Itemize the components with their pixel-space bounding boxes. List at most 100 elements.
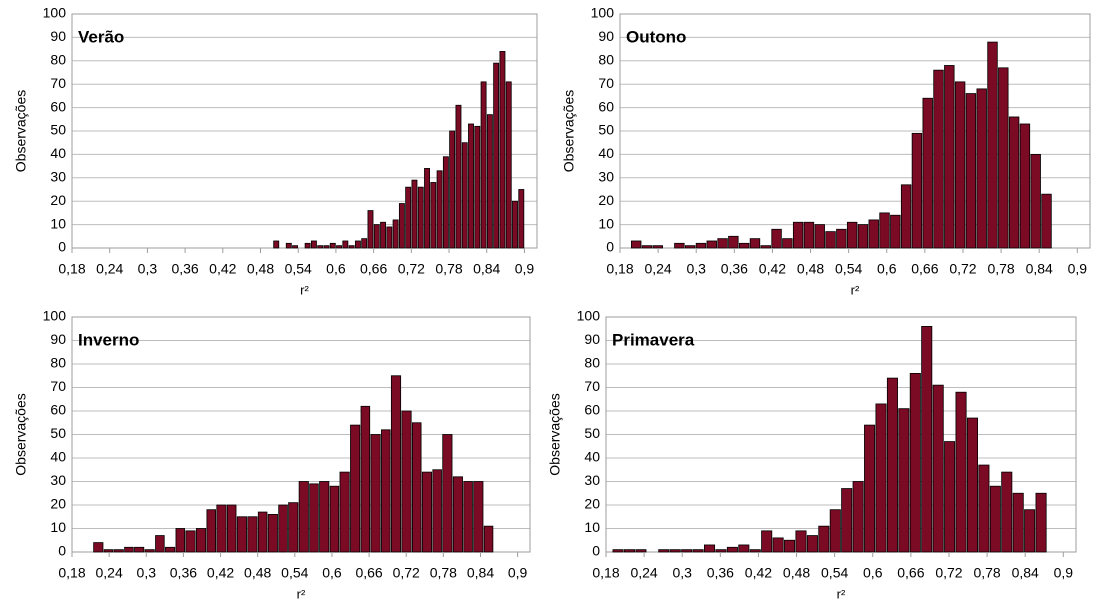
bar (1008, 116, 1020, 249)
x-tick-label: 0,54 (821, 565, 848, 581)
bar (911, 132, 923, 249)
y-tick-label: 100 (43, 5, 67, 21)
x-tick-label: 0,66 (911, 261, 938, 277)
bar (474, 125, 481, 249)
bar (717, 238, 728, 249)
bar (715, 549, 727, 553)
x-tick-label: 0,78 (973, 565, 1000, 581)
bar (336, 245, 343, 249)
bar (612, 549, 624, 553)
bar (772, 537, 784, 553)
bar (987, 41, 998, 249)
bar (310, 240, 317, 249)
x-tick-label: 0,3 (672, 565, 692, 581)
x-axis-label: r² (297, 586, 306, 601)
x-tick-label: 0,78 (430, 565, 457, 581)
bar (226, 504, 237, 553)
x-tick-label: 0,48 (783, 565, 810, 581)
x-tick-label: 0,18 (592, 565, 619, 581)
bar (1001, 471, 1013, 553)
chart-title: Inverno (78, 330, 139, 349)
bar (461, 142, 468, 249)
bar (989, 485, 1001, 553)
y-tick-label: 0 (58, 543, 66, 559)
y-tick-label: 70 (584, 378, 600, 394)
bar (417, 186, 424, 249)
bar (483, 525, 494, 553)
bar (236, 516, 247, 553)
y-tick-label: 20 (50, 496, 66, 512)
x-tick-label: 0,72 (398, 261, 425, 277)
bar (493, 62, 500, 249)
bar (257, 511, 268, 553)
bar (370, 434, 381, 553)
bar (398, 203, 405, 249)
bar (380, 221, 386, 249)
bar (273, 240, 280, 249)
chart-title: Primavera (612, 330, 695, 349)
y-tick-label: 30 (50, 169, 66, 185)
bar (932, 384, 944, 553)
bar (134, 546, 145, 553)
x-tick-label: 0,42 (207, 565, 234, 581)
bar (285, 242, 292, 249)
x-tick-label: 0,36 (707, 565, 734, 581)
bar (411, 422, 422, 553)
bar (898, 408, 910, 553)
bar (247, 516, 258, 553)
x-tick-label: 0,9 (515, 261, 535, 277)
y-axis-label: Observações (547, 393, 563, 475)
y-tick-label: 50 (598, 122, 614, 138)
x-tick-label: 0,48 (247, 261, 274, 277)
y-tick-label: 60 (50, 98, 66, 114)
bar (206, 509, 217, 553)
x-tick-label: 0,42 (209, 261, 236, 277)
bar (473, 481, 484, 553)
bar (155, 535, 165, 553)
y-tick-label: 100 (43, 308, 67, 324)
bar (738, 544, 750, 553)
y-tick-label: 100 (591, 5, 615, 21)
bar (944, 65, 955, 249)
bar (933, 69, 944, 249)
bar (955, 391, 967, 553)
x-tick-label: 0,3 (138, 261, 158, 277)
bar (966, 417, 978, 553)
y-tick-label: 40 (584, 449, 600, 465)
bar (681, 549, 693, 553)
y-tick-label: 80 (50, 355, 66, 371)
bar (684, 245, 696, 249)
x-tick-label: 0,42 (759, 261, 786, 277)
y-tick-label: 0 (592, 543, 600, 559)
x-tick-label: 0,84 (1012, 565, 1039, 581)
bar (339, 471, 350, 553)
bar (1030, 153, 1041, 249)
bar (879, 212, 890, 249)
x-tick-label: 0,6 (326, 261, 346, 277)
y-axis-label: Observações (13, 90, 29, 172)
bar (782, 238, 793, 249)
bar (480, 81, 487, 249)
bar (401, 410, 412, 553)
bar (499, 51, 506, 249)
bar (829, 509, 841, 553)
bar (486, 114, 493, 249)
bar (113, 549, 124, 553)
bar (841, 488, 853, 553)
x-tick-label: 0,36 (721, 261, 748, 277)
bar (421, 471, 433, 553)
x-tick-label: 0,9 (508, 565, 528, 581)
bar (424, 168, 430, 249)
bar (411, 179, 418, 249)
bar (944, 441, 956, 553)
y-tick-label: 10 (50, 215, 66, 231)
bar (922, 97, 933, 249)
bar (728, 235, 739, 249)
bar (1024, 509, 1036, 553)
bar (658, 549, 670, 553)
x-tick-label: 0,72 (935, 565, 962, 581)
y-tick-label: 60 (584, 402, 600, 418)
bar (390, 375, 402, 553)
x-tick-label: 0,18 (58, 261, 85, 277)
y-tick-label: 80 (50, 52, 66, 68)
